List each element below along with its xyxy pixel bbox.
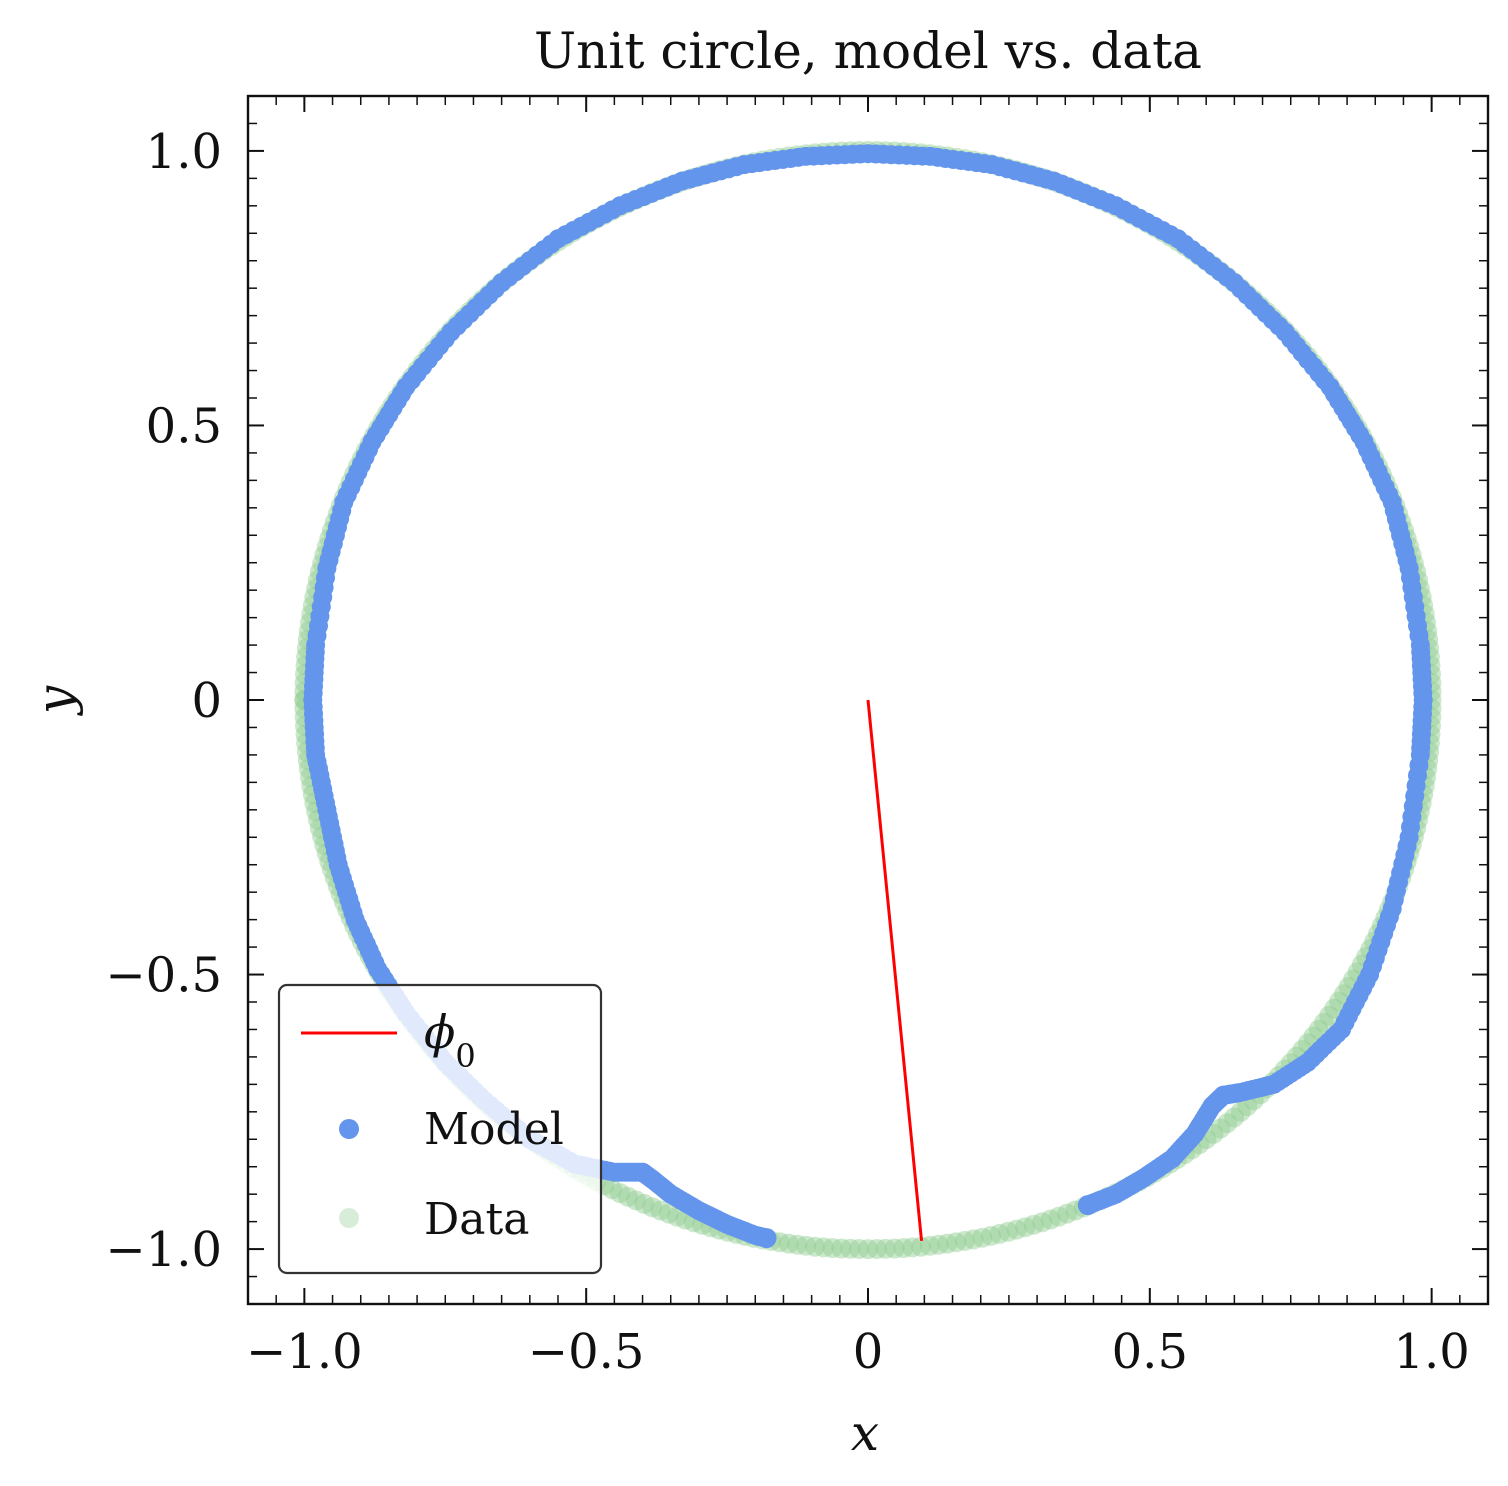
data-point [858, 1239, 878, 1260]
legend-model-marker [339, 1119, 359, 1139]
axes [246, 94, 1490, 1306]
data-point [1057, 1203, 1078, 1224]
legend-data-marker [339, 1208, 359, 1228]
data-point [618, 1186, 638, 1207]
data-point [1319, 1005, 1340, 1026]
data-point [1023, 1214, 1044, 1235]
data-point [602, 1179, 623, 1200]
data-point [849, 1239, 870, 1259]
model-point [756, 1228, 777, 1249]
x-tick-label: −1.0 [246, 1324, 363, 1380]
data-point [893, 1238, 914, 1258]
y-axis-label: y [26, 685, 84, 716]
data-point [796, 1235, 817, 1256]
legend-data-label: Data [424, 1194, 529, 1245]
data-point [989, 1223, 1010, 1244]
data-point [840, 1238, 861, 1259]
data-point [787, 1234, 808, 1255]
model-series [303, 144, 1433, 1249]
data-point [884, 1238, 905, 1259]
data-point [1224, 1107, 1245, 1128]
data-point [1217, 1113, 1238, 1134]
data-point [634, 1193, 655, 1214]
x-tick-label: 0 [853, 1324, 884, 1380]
data-point [831, 1238, 852, 1259]
y-tick-label: 1.0 [146, 124, 222, 180]
data-point [954, 1230, 975, 1251]
data-point [875, 1238, 896, 1259]
data-point [650, 1200, 671, 1221]
data-point [972, 1227, 993, 1248]
chart-title: Unit circle, model vs. data [534, 22, 1202, 80]
data-point [919, 1235, 940, 1256]
data-point [813, 1237, 834, 1258]
y-tick-label: 0.5 [146, 398, 222, 454]
y-tick-labels: −1.0 −0.5 0 0.5 1.0 [105, 124, 222, 1278]
data-point [911, 1236, 931, 1257]
data-point [610, 1183, 630, 1204]
data-point [642, 1197, 663, 1218]
data-point [1210, 1118, 1231, 1139]
x-tick-label: −0.5 [528, 1324, 645, 1380]
x-tick-label: 1.0 [1393, 1324, 1469, 1380]
data-point [805, 1236, 825, 1257]
plot-area [294, 140, 1442, 1260]
data-point [1032, 1212, 1053, 1233]
data-point [946, 1232, 967, 1253]
data-point [928, 1234, 949, 1255]
legend: ϕ0 Model Data [277, 983, 603, 1275]
data-point [626, 1190, 647, 1211]
y-tick-label: −1.0 [105, 1222, 222, 1278]
x-axis-label: x [851, 1404, 879, 1462]
data-point [866, 1239, 887, 1259]
x-tick-labels: −1.0 −0.5 0 0.5 1.0 [246, 1324, 1470, 1380]
data-point [1040, 1209, 1061, 1230]
data-point [822, 1238, 843, 1258]
data-point [1015, 1217, 1036, 1238]
legend-model-label: Model [424, 1104, 564, 1155]
data-point [998, 1221, 1019, 1242]
phi0-line [866, 699, 924, 1242]
data-point [658, 1203, 679, 1224]
data-point [1006, 1219, 1027, 1240]
y-tick-label: 0 [191, 673, 222, 729]
legend-phi0-label: ϕ0 [424, 1005, 476, 1075]
y-tick-label: −0.5 [105, 948, 222, 1004]
data-point [1230, 1101, 1251, 1122]
data-point [778, 1233, 799, 1254]
data-point [1314, 1012, 1334, 1033]
x-tick-label: 0.5 [1112, 1324, 1188, 1380]
data-point [1048, 1206, 1069, 1227]
data-point [981, 1225, 1001, 1246]
data-point [902, 1237, 923, 1258]
data-point [1324, 998, 1345, 1019]
model-point [1077, 1195, 1098, 1216]
data-point [963, 1229, 984, 1250]
legend-box [277, 983, 603, 1275]
data-point [937, 1233, 958, 1254]
